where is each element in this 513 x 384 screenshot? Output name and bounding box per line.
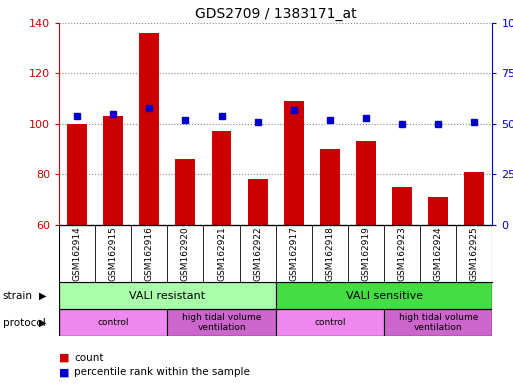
Bar (167, 309, 275, 336)
Text: GSM162916: GSM162916 (145, 226, 154, 281)
Bar (59, 282, 275, 309)
Bar (67, 124, 87, 225)
Text: GSM162915: GSM162915 (109, 226, 117, 281)
Text: control: control (314, 318, 346, 327)
Text: VALI sensitive: VALI sensitive (346, 291, 423, 301)
Title: GDS2709 / 1383171_at: GDS2709 / 1383171_at (195, 7, 357, 21)
Text: protocol: protocol (3, 318, 45, 328)
Text: GSM162925: GSM162925 (470, 226, 479, 281)
Text: GSM162914: GSM162914 (72, 226, 82, 281)
Bar (103, 116, 123, 225)
Text: ■: ■ (59, 353, 69, 363)
Bar (284, 101, 304, 225)
Text: VALI resistant: VALI resistant (129, 291, 205, 301)
Bar (320, 149, 340, 225)
Text: control: control (97, 318, 129, 327)
Bar (212, 131, 231, 225)
Text: GSM162923: GSM162923 (398, 226, 407, 281)
Bar (275, 282, 492, 309)
Text: high tidal volume
ventilation: high tidal volume ventilation (182, 313, 261, 332)
Bar (275, 309, 384, 336)
Text: ▶: ▶ (38, 318, 46, 328)
Bar (428, 197, 448, 225)
Bar (356, 141, 376, 225)
Text: GSM162920: GSM162920 (181, 226, 190, 281)
Text: GSM162917: GSM162917 (289, 226, 298, 281)
Text: GSM162922: GSM162922 (253, 226, 262, 281)
Text: count: count (74, 353, 104, 363)
Bar (384, 309, 492, 336)
Bar (59, 309, 167, 336)
Text: GSM162918: GSM162918 (325, 226, 334, 281)
Text: GSM162921: GSM162921 (217, 226, 226, 281)
Bar (464, 172, 484, 225)
Bar (248, 179, 268, 225)
Bar (140, 33, 159, 225)
Text: high tidal volume
ventilation: high tidal volume ventilation (399, 313, 478, 332)
Text: GSM162924: GSM162924 (434, 226, 443, 281)
Text: ▶: ▶ (38, 291, 46, 301)
Bar (392, 187, 412, 225)
Text: GSM162919: GSM162919 (362, 226, 370, 281)
Bar (175, 159, 195, 225)
Text: strain: strain (3, 291, 32, 301)
Text: ■: ■ (59, 367, 69, 377)
Text: percentile rank within the sample: percentile rank within the sample (74, 367, 250, 377)
